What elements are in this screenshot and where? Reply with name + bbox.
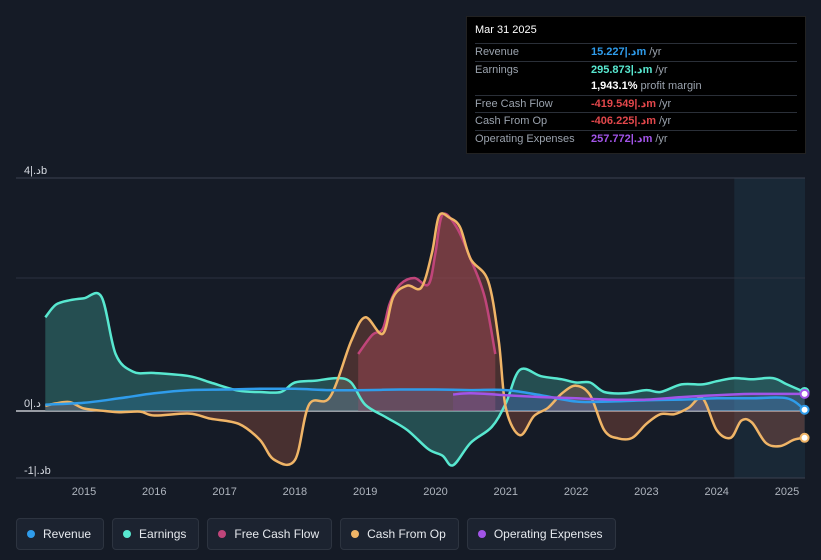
- tooltip-row: Revenue 15.227|.دm/yr: [475, 43, 797, 61]
- endpoints: [799, 387, 810, 443]
- tooltip-label: Earnings: [475, 63, 519, 76]
- tooltip-label: Free Cash Flow: [475, 97, 553, 110]
- axes: 4|.دb 0|.د -1|.دb 2015 2016 2017 2018 2019 2020 2…: [24, 165, 799, 498]
- legend-item-earnings[interactable]: Earnings: [112, 518, 200, 550]
- tooltip-value: -406.225|.دm: [591, 115, 656, 127]
- tooltip-value: 257.772|.دm: [591, 132, 653, 145]
- tooltip-row: Operating Expenses 257.772|.دm/yr: [475, 129, 797, 148]
- legend-label: Earnings: [139, 527, 187, 541]
- tooltip-row: Earnings 295.873|.دm/yr: [475, 60, 797, 79]
- forecast-band: [734, 178, 805, 478]
- legend-dot-icon: [218, 530, 227, 538]
- line-earnings: [44, 291, 806, 467]
- tooltip-value: 1,943.1%: [591, 80, 638, 92]
- series-areas: [45, 213, 805, 466]
- legend-item-cash-from-op[interactable]: Cash From Op: [340, 518, 459, 550]
- tooltip-row: Free Cash Flow -419.549|.دm/yr: [475, 94, 797, 113]
- tooltip-row: Cash From Op -406.225|.دm/yr: [475, 112, 797, 130]
- series-lines: [44, 212, 806, 467]
- line-cash-from-op: [45, 212, 805, 467]
- tooltip-unit: /yr: [649, 46, 662, 58]
- legend-item-operating-expenses[interactable]: Operating Expenses: [466, 518, 616, 550]
- x-tick-label: 2024: [704, 486, 728, 498]
- legend-label: Free Cash Flow: [234, 527, 320, 541]
- legend-label: Cash From Op: [367, 527, 446, 541]
- tooltip-value: 295.873|.دm: [591, 63, 653, 76]
- tooltip-unit: /yr: [659, 115, 672, 127]
- endpoint-operating-expenses: [799, 388, 810, 399]
- legend-label: Operating Expenses: [493, 527, 603, 541]
- legend: Revenue Earnings Free Cash Flow Cash From O…: [16, 518, 616, 550]
- line-operating-expenses: [452, 392, 805, 402]
- x-tick-label: 2017: [212, 486, 236, 498]
- legend-dot-icon: [123, 530, 132, 538]
- tooltip-label: Operating Expenses: [475, 132, 575, 145]
- x-tick-label: 2023: [634, 486, 658, 498]
- tooltip-row: 1,943.1% profit margin: [475, 78, 797, 95]
- endpoint-revenue: [799, 404, 810, 415]
- legend-dot-icon: [351, 530, 360, 538]
- x-tick-label: 2018: [283, 486, 307, 498]
- legend-item-revenue[interactable]: Revenue: [16, 518, 105, 550]
- tooltip-date: Mar 31 2025: [475, 24, 537, 36]
- tooltip-unit: profit margin: [640, 80, 702, 92]
- x-tick-label: 2016: [142, 486, 166, 498]
- y-tick-label: -1|.دb: [24, 465, 51, 477]
- endpoint-cash-from-op: [799, 432, 810, 443]
- tooltip-label: Cash From Op: [475, 115, 548, 127]
- tooltip: Mar 31 2025 Revenue 15.227|.دm/yr Earnings…: [466, 16, 806, 154]
- x-tick-label: 2025: [775, 486, 799, 498]
- area-cash-from-op: [45, 213, 805, 465]
- tooltip-unit: /yr: [659, 97, 672, 110]
- area-free-cash-flow: [358, 213, 496, 411]
- x-tick-label: 2020: [423, 486, 447, 498]
- legend-item-free-cash-flow[interactable]: Free Cash Flow: [207, 518, 333, 550]
- tooltip-value: -419.549|.دm: [591, 97, 656, 110]
- y-tick-label: 0|.د: [24, 398, 41, 410]
- tooltip-label: Revenue: [475, 46, 520, 58]
- legend-dot-icon: [477, 530, 486, 538]
- legend-label: Revenue: [43, 527, 92, 541]
- x-tick-label: 2021: [494, 486, 518, 498]
- y-tick-label: 4|.دb: [24, 165, 47, 177]
- legend-dot-icon: [27, 530, 35, 538]
- x-tick-label: 2015: [72, 486, 96, 498]
- x-tick-label: 2019: [353, 486, 377, 498]
- tooltip-value: 15.227|.دm: [591, 46, 647, 58]
- tooltip-label: [475, 78, 591, 95]
- area-revenue: [45, 388, 805, 411]
- tooltip-unit: /yr: [655, 132, 668, 145]
- tooltip-unit: /yr: [655, 63, 668, 76]
- x-tick-label: 2022: [564, 486, 588, 498]
- line-revenue: [45, 387, 806, 411]
